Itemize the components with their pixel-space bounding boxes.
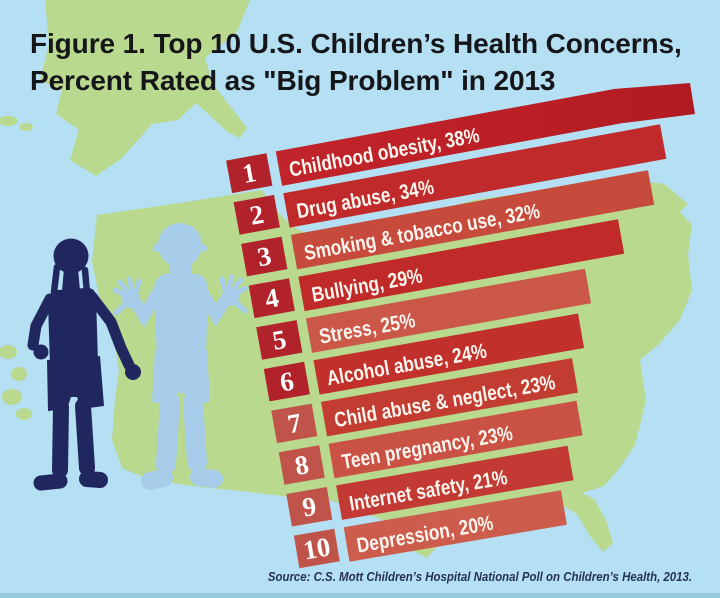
svg-text:5: 5	[270, 324, 289, 356]
svg-text:2: 2	[247, 199, 266, 231]
svg-text:1: 1	[240, 157, 259, 189]
svg-text:6: 6	[278, 366, 297, 398]
svg-text:8: 8	[293, 449, 311, 481]
svg-text:10: 10	[301, 531, 333, 565]
svg-text:3: 3	[255, 241, 274, 273]
svg-text:9: 9	[300, 491, 318, 523]
svg-text:7: 7	[285, 407, 303, 439]
svg-text:4: 4	[263, 282, 282, 314]
